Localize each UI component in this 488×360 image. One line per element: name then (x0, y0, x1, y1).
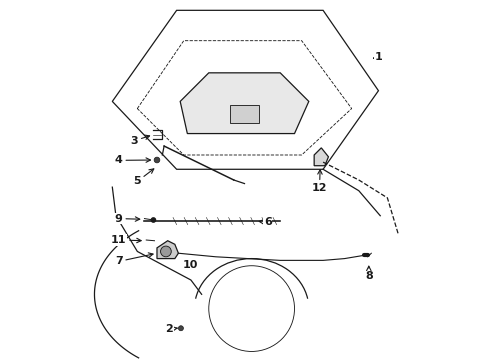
Circle shape (160, 246, 171, 257)
Text: 9: 9 (115, 213, 140, 224)
Text: 5: 5 (133, 169, 153, 186)
Text: 12: 12 (311, 170, 326, 193)
Text: 11: 11 (111, 235, 141, 245)
Circle shape (192, 260, 197, 265)
Circle shape (151, 218, 155, 222)
Text: 10: 10 (182, 260, 198, 270)
Polygon shape (157, 241, 178, 258)
Text: 8: 8 (364, 266, 372, 282)
Text: 2: 2 (165, 324, 177, 334)
Circle shape (178, 326, 183, 331)
Text: 7: 7 (115, 253, 153, 266)
Polygon shape (313, 148, 328, 166)
Text: 4: 4 (115, 156, 150, 165)
Polygon shape (230, 105, 258, 123)
Text: 1: 1 (373, 52, 382, 62)
Text: 6: 6 (259, 217, 271, 227)
Polygon shape (180, 73, 308, 134)
Text: 3: 3 (130, 135, 149, 146)
Circle shape (154, 157, 160, 163)
